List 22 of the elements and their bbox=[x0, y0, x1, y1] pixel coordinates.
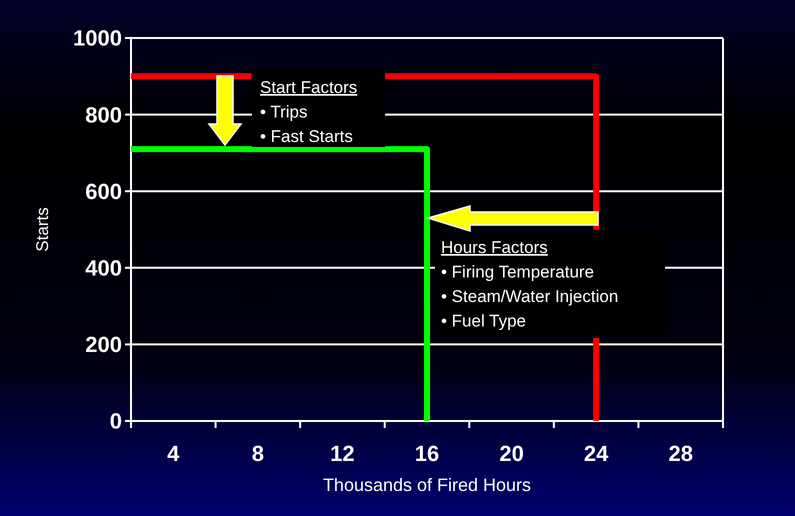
y-tick-label: 400 bbox=[85, 256, 122, 280]
annotation: • Trips bbox=[260, 102, 308, 122]
y-tick-label: 0 bbox=[110, 408, 122, 434]
x-tick-label: 16 bbox=[414, 441, 440, 466]
y-tick-label: 1000 bbox=[73, 26, 122, 51]
annotation: • Fuel Type bbox=[441, 312, 526, 330]
annotation: • Fast Starts bbox=[260, 127, 353, 146]
x-tick-label: 20 bbox=[499, 441, 524, 466]
y-tick-label: 800 bbox=[85, 102, 122, 128]
y-axis-title: Starts bbox=[33, 207, 52, 252]
x-tick-label: 8 bbox=[252, 441, 264, 466]
y-tick-label: 200 bbox=[85, 332, 122, 358]
annotation: • Steam/Water Injection bbox=[441, 287, 618, 306]
x-tick-label: 24 bbox=[584, 441, 610, 466]
annotation: Hours Factors bbox=[441, 238, 548, 257]
x-tick-label: 28 bbox=[668, 441, 693, 466]
annotation: Start Factors bbox=[260, 78, 358, 97]
x-tick-label: 4 bbox=[167, 441, 180, 466]
x-tick-label: 12 bbox=[330, 441, 355, 466]
annotation: • Firing Temperature bbox=[441, 262, 594, 282]
y-tick-label: 600 bbox=[85, 178, 122, 204]
x-axis-title: Thousands of Fired Hours bbox=[322, 475, 532, 495]
